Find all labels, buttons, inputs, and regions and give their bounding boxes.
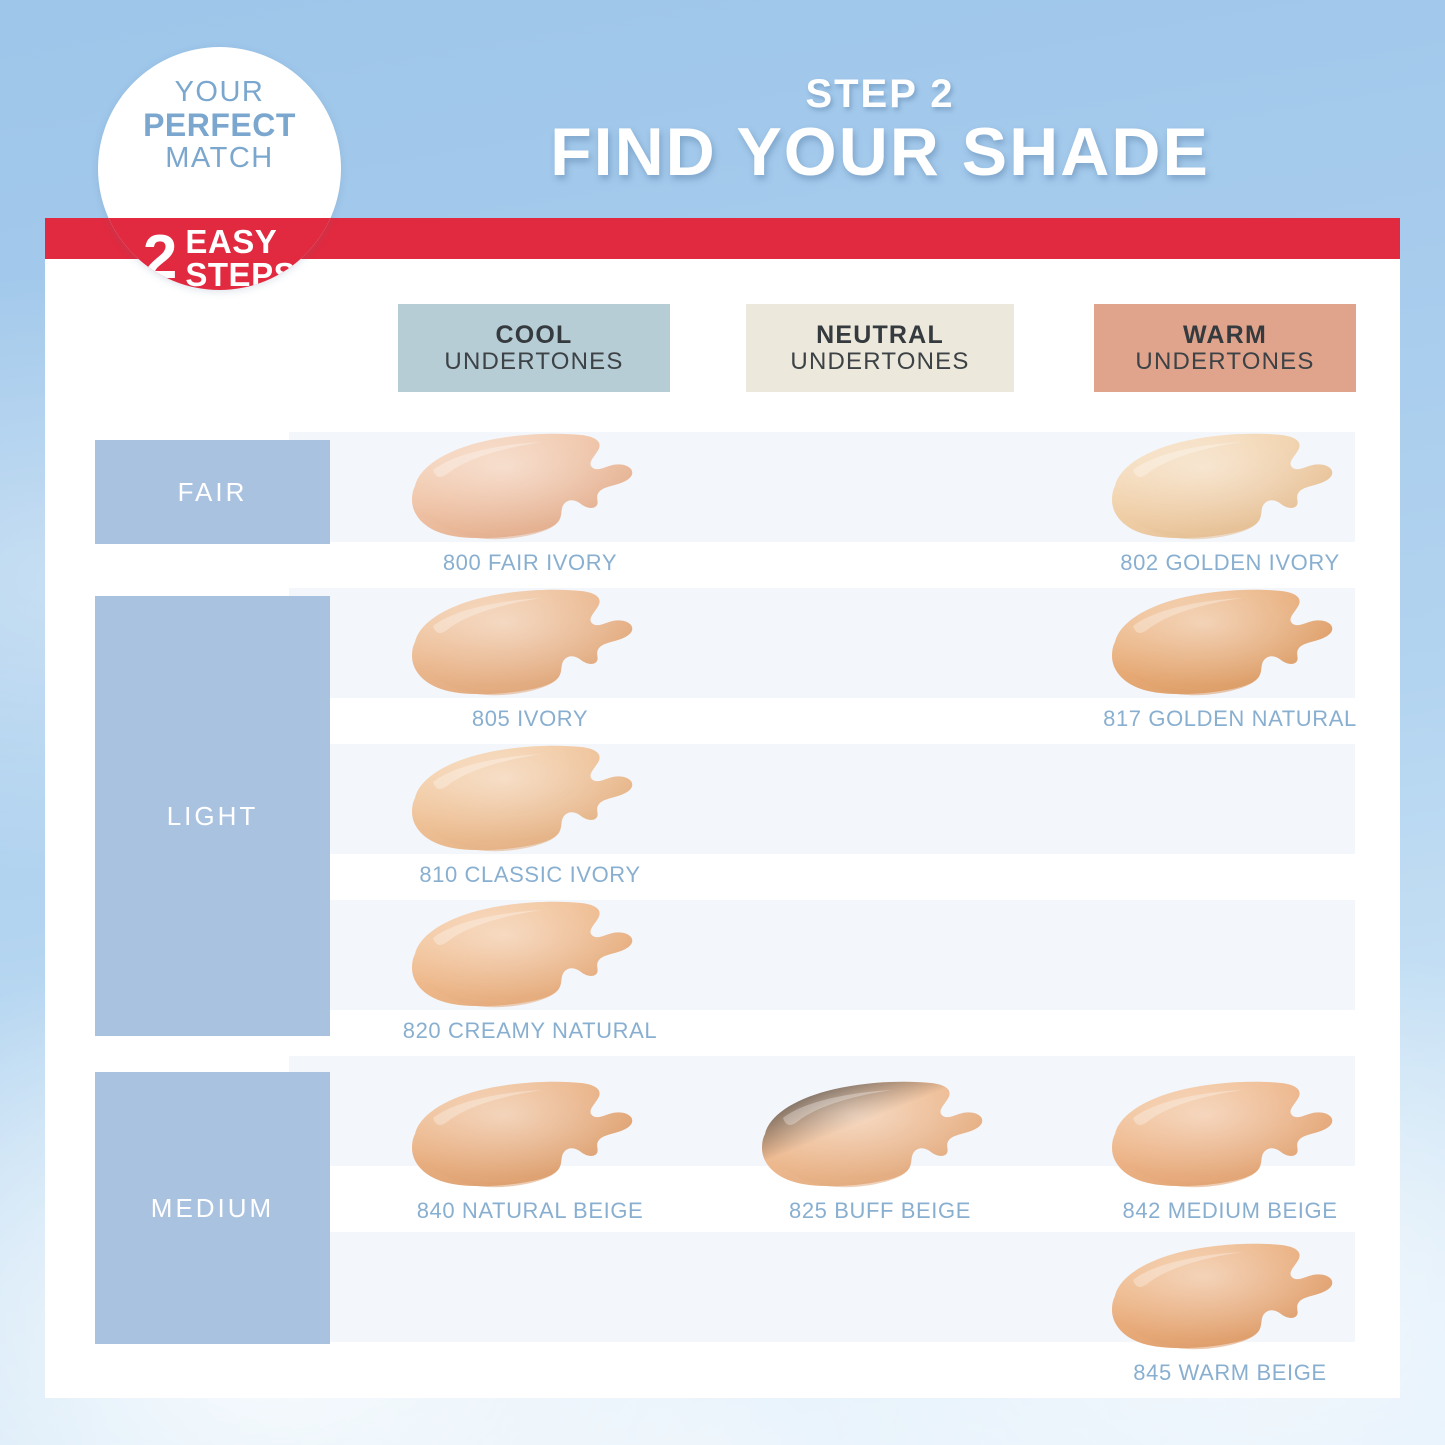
shade-cell-810[interactable]: 810 CLASSIC IVORY bbox=[380, 742, 680, 888]
smear-shape bbox=[1111, 433, 1332, 540]
shade-label-817: 817 GOLDEN NATURAL bbox=[1103, 706, 1357, 731]
badge-line-2: PERFECT bbox=[143, 107, 296, 144]
level-block-fair: FAIR bbox=[95, 440, 330, 544]
column-header-warm: WARM UNDERTONES bbox=[1094, 304, 1356, 392]
shade-swatch-840[interactable] bbox=[403, 1078, 658, 1196]
column-title-neutral: NEUTRAL bbox=[816, 320, 944, 349]
column-title-warm: WARM bbox=[1183, 320, 1267, 349]
shade-label-825: 825 BUFF BEIGE bbox=[788, 1198, 971, 1223]
shade-label-810: 810 CLASSIC IVORY bbox=[419, 862, 641, 887]
perfect-match-badge: YOUR PERFECT MATCH 2 EASY STEPS bbox=[98, 47, 341, 290]
badge-step-number: 2 bbox=[142, 222, 178, 290]
shade-swatch-817[interactable] bbox=[1103, 586, 1358, 704]
shade-label-842: 842 MEDIUM BEIGE bbox=[1122, 1198, 1338, 1223]
shade-cell-845[interactable]: 845 WARM BEIGE bbox=[1080, 1240, 1380, 1386]
smear-shape bbox=[1111, 1081, 1332, 1188]
smear-shape bbox=[1111, 589, 1332, 696]
shade-cell-800[interactable]: 800 FAIR IVORY bbox=[380, 430, 680, 576]
badge-red-half bbox=[98, 218, 341, 290]
shade-finder-card: COOL UNDERTONES NEUTRAL UNDERTONES WARM UNDER… bbox=[45, 259, 1400, 1398]
smear-shape bbox=[1111, 1243, 1332, 1350]
smear-shape bbox=[761, 1081, 982, 1188]
shade-label-845: 845 WARM BEIGE bbox=[1133, 1360, 1327, 1385]
column-subtitle-cool: UNDERTONES bbox=[444, 347, 624, 375]
shade-swatch-842[interactable] bbox=[1103, 1078, 1358, 1196]
shade-swatch-800[interactable] bbox=[403, 430, 658, 548]
shade-label-840: 840 NATURAL BEIGE bbox=[416, 1198, 644, 1223]
smear-shape bbox=[411, 745, 632, 852]
shade-cell-820[interactable]: 820 CREAMY NATURAL bbox=[380, 898, 680, 1044]
level-label-light: LIGHT bbox=[166, 800, 259, 831]
page-title: FIND YOUR SHADE bbox=[550, 114, 1210, 190]
column-header-neutral: NEUTRAL UNDERTONES bbox=[746, 304, 1014, 392]
smear-shape bbox=[411, 433, 632, 540]
shade-label-820: 820 CREAMY NATURAL bbox=[402, 1018, 658, 1043]
smear-shape bbox=[411, 901, 632, 1008]
column-header-cool: COOL UNDERTONES bbox=[398, 304, 670, 392]
column-subtitle-neutral: UNDERTONES bbox=[790, 347, 970, 375]
shade-cell-840[interactable]: 840 NATURAL BEIGE bbox=[380, 1078, 680, 1224]
column-subtitle-warm: UNDERTONES bbox=[1135, 347, 1315, 375]
shade-label-805: 805 IVORY bbox=[471, 706, 589, 731]
level-block-light: LIGHT bbox=[95, 596, 330, 1036]
column-title-cool: COOL bbox=[495, 320, 573, 349]
badge-top-text: YOUR PERFECT MATCH bbox=[98, 76, 341, 174]
shade-swatch-802[interactable] bbox=[1103, 430, 1358, 548]
shade-swatch-845[interactable] bbox=[1103, 1240, 1358, 1358]
badge-word-easy: EASY bbox=[185, 223, 278, 260]
badge-bottom-text: 2 EASY STEPS bbox=[98, 225, 341, 290]
step-label: STEP 2 bbox=[805, 72, 955, 116]
shade-swatch-810[interactable] bbox=[403, 742, 658, 860]
shade-cell-825[interactable]: 825 BUFF BEIGE bbox=[730, 1078, 1030, 1224]
shade-label-802: 802 GOLDEN IVORY bbox=[1120, 550, 1340, 575]
level-label-fair: FAIR bbox=[177, 476, 248, 507]
badge-line-3: MATCH bbox=[165, 141, 274, 174]
smear-shape bbox=[411, 589, 632, 696]
shade-cell-802[interactable]: 802 GOLDEN IVORY bbox=[1080, 430, 1380, 576]
shade-label-800: 800 FAIR IVORY bbox=[442, 550, 618, 575]
shade-cell-842[interactable]: 842 MEDIUM BEIGE bbox=[1080, 1078, 1380, 1224]
shade-cell-817[interactable]: 817 GOLDEN NATURAL bbox=[1080, 586, 1380, 732]
level-block-medium: MEDIUM bbox=[95, 1072, 330, 1344]
level-label-medium: MEDIUM bbox=[150, 1192, 275, 1223]
shade-swatch-825[interactable] bbox=[753, 1078, 1008, 1196]
shade-cell-805[interactable]: 805 IVORY bbox=[380, 586, 680, 732]
shade-swatch-805[interactable] bbox=[403, 586, 658, 704]
badge-word-steps: STEPS bbox=[185, 256, 297, 290]
shade-swatch-820[interactable] bbox=[403, 898, 658, 1016]
smear-shape bbox=[411, 1081, 632, 1188]
badge-step-words: EASY STEPS bbox=[185, 225, 296, 290]
badge-line-1: YOUR bbox=[174, 76, 265, 108]
page-header: STEP 2 FIND YOUR SHADE bbox=[0, 0, 1445, 218]
